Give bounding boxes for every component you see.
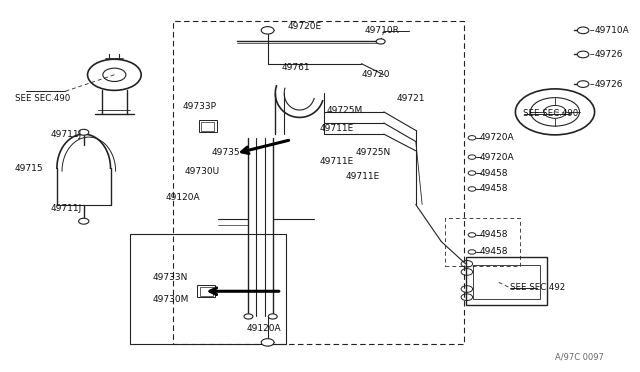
Circle shape <box>577 51 589 58</box>
Text: 49715: 49715 <box>15 164 44 173</box>
Circle shape <box>577 81 589 87</box>
Text: 49711J: 49711J <box>51 130 82 140</box>
Text: 49710A: 49710A <box>595 26 629 35</box>
Bar <box>197 285 215 297</box>
Circle shape <box>468 171 476 175</box>
Text: 49458: 49458 <box>479 169 508 177</box>
Text: 49711E: 49711E <box>320 157 354 166</box>
Text: 49710R: 49710R <box>365 26 399 35</box>
Text: 49735: 49735 <box>211 148 240 157</box>
Circle shape <box>468 250 476 254</box>
Text: 49120A: 49120A <box>246 324 281 333</box>
Bar <box>201 122 214 131</box>
Text: 49458: 49458 <box>479 230 508 240</box>
Text: SEE SEC.490: SEE SEC.490 <box>15 94 70 103</box>
Bar <box>200 287 212 296</box>
Text: 49730M: 49730M <box>153 295 189 304</box>
Circle shape <box>244 314 253 319</box>
Text: 49720A: 49720A <box>479 153 515 161</box>
Circle shape <box>468 136 476 140</box>
Circle shape <box>261 27 274 34</box>
Text: 49726: 49726 <box>595 50 623 59</box>
Text: 49720E: 49720E <box>288 22 322 31</box>
Text: 49726: 49726 <box>595 80 623 89</box>
Text: 49733P: 49733P <box>182 102 217 111</box>
Text: 49720A: 49720A <box>479 133 515 142</box>
Circle shape <box>468 187 476 191</box>
Text: A/97C 0097: A/97C 0097 <box>555 353 604 362</box>
Text: 49733N: 49733N <box>153 273 188 282</box>
Circle shape <box>79 218 89 224</box>
Text: SEE SEC.492: SEE SEC.492 <box>510 283 566 292</box>
Text: 49458: 49458 <box>479 185 508 193</box>
Text: 49721: 49721 <box>397 94 425 103</box>
Text: 49458: 49458 <box>479 247 508 256</box>
Circle shape <box>261 339 274 346</box>
Circle shape <box>468 155 476 159</box>
Text: 49711E: 49711E <box>346 172 380 181</box>
Bar <box>130 234 286 343</box>
Circle shape <box>468 233 476 237</box>
Bar <box>173 21 463 343</box>
Circle shape <box>79 129 89 135</box>
Bar <box>465 257 547 305</box>
Bar <box>198 121 216 132</box>
Bar <box>473 265 540 299</box>
Bar <box>445 218 520 266</box>
Text: 49730U: 49730U <box>184 167 220 176</box>
Text: 49120A: 49120A <box>166 193 200 202</box>
Circle shape <box>577 27 589 34</box>
Text: 49761: 49761 <box>282 63 310 72</box>
Text: SEE SEC.490: SEE SEC.490 <box>523 109 579 118</box>
Text: 49720: 49720 <box>362 70 390 79</box>
Circle shape <box>268 314 277 319</box>
Text: 49725N: 49725N <box>355 148 390 157</box>
Text: 49711E: 49711E <box>320 124 354 133</box>
Circle shape <box>376 39 385 44</box>
Text: 49711J: 49711J <box>51 205 82 214</box>
Text: 49725M: 49725M <box>326 106 363 115</box>
